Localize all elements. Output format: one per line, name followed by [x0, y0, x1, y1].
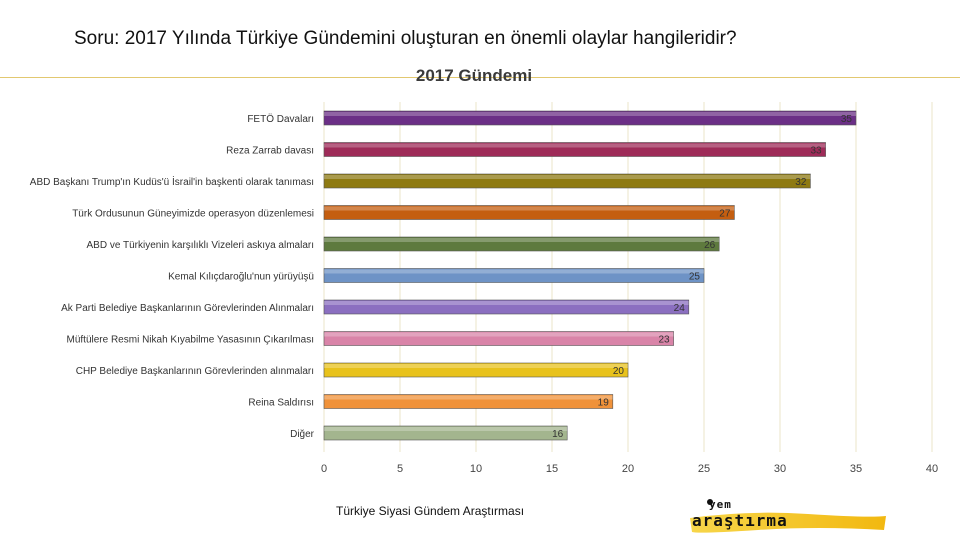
category-label: Türk Ordusunun Güneyimizde operasyon düz… — [72, 209, 314, 220]
x-tick-label: 10 — [470, 463, 482, 475]
category-label: Reina Saldırısı — [248, 398, 314, 409]
category-label: FETÖ Davaları — [247, 113, 314, 125]
x-tick-label: 40 — [926, 463, 938, 475]
x-tick-label: 15 — [546, 463, 558, 475]
question-text: Soru: 2017 Yılında Türkiye Gündemini olu… — [74, 28, 737, 49]
bar-value-label: 20 — [613, 366, 625, 377]
x-tick-label: 0 — [321, 463, 327, 475]
bar-highlight — [324, 206, 735, 211]
category-label: Müftülere Resmi Nikah Kıyabilme Yasasını… — [67, 335, 315, 346]
bar-value-label: 25 — [689, 272, 701, 283]
bar-highlight — [324, 143, 826, 148]
logo-word-top: yem — [709, 498, 732, 511]
x-tick-label: 35 — [850, 463, 862, 475]
category-label: Kemal Kılıçdaroğlu'nun yürüyüşü — [168, 272, 314, 283]
logo-dot — [707, 499, 713, 505]
chart-title: 2017 Gündemi — [415, 66, 533, 85]
bar-highlight — [324, 238, 720, 242]
bar-highlight — [324, 269, 704, 274]
footer-source: Türkiye Siyasi Gündem Araştırması — [336, 504, 525, 518]
bar — [323, 299, 690, 315]
bar-highlight — [324, 175, 811, 179]
x-tick-label: 30 — [774, 463, 786, 475]
x-tick-label: 20 — [622, 463, 634, 475]
bar-highlight — [324, 364, 628, 368]
bar — [323, 394, 614, 409]
bar-value-label: 23 — [658, 335, 670, 346]
logo-brush-stroke — [690, 499, 886, 533]
bar-highlight — [324, 112, 856, 116]
logo-swoosh — [690, 512, 886, 533]
bar-value-label: 35 — [841, 114, 853, 125]
bar-value-label: 24 — [674, 303, 686, 314]
category-labels: FETÖ Davaları Reza Zarrab davası ABD Başka… — [30, 113, 315, 440]
bar-value-label: 27 — [719, 209, 731, 220]
bar-value-label: 33 — [810, 146, 822, 157]
bar-highlight — [324, 427, 568, 431]
category-label: Diğer — [290, 429, 315, 440]
header-divider — [0, 77, 960, 78]
bar-value-label: 26 — [704, 240, 716, 251]
category-label: Reza Zarrab davası — [226, 146, 314, 157]
bar — [323, 236, 720, 252]
x-tick-label: 25 — [698, 463, 710, 475]
bar — [323, 268, 705, 283]
bar — [323, 362, 629, 378]
bar-value-label: 32 — [795, 177, 807, 188]
category-label: CHP Belediye Başkanlarının Görevlerinden… — [76, 366, 314, 377]
bar-value-label: 16 — [552, 429, 564, 440]
bar-highlight — [324, 395, 613, 400]
bars: 35 33 32 27 26 25 24 23 20 19 16 — [323, 110, 857, 441]
bar — [323, 331, 674, 346]
category-label: ABD Başkanı Trump'ın Kudüs'ü İsrail'in b… — [30, 175, 314, 188]
bar-highlight — [324, 332, 674, 337]
x-tick-label: 5 — [397, 463, 403, 475]
bar — [323, 425, 568, 441]
bar-highlight — [324, 301, 689, 305]
bar — [323, 205, 735, 220]
x-axis-ticks: 0 5 10 15 20 25 30 35 40 — [321, 463, 938, 475]
category-label: Ak Parti Belediye Başkanlarının Görevler… — [61, 303, 314, 314]
logo-word-bottom: araştırma — [692, 511, 788, 530]
bar — [323, 110, 857, 126]
brand-logo: yem araştırma — [688, 496, 888, 536]
bar — [323, 173, 811, 189]
category-label: ABD ve Türkiyenin karşılıklı Vizeleri as… — [87, 240, 315, 251]
bar-value-label: 19 — [598, 398, 610, 409]
bar — [323, 142, 826, 157]
